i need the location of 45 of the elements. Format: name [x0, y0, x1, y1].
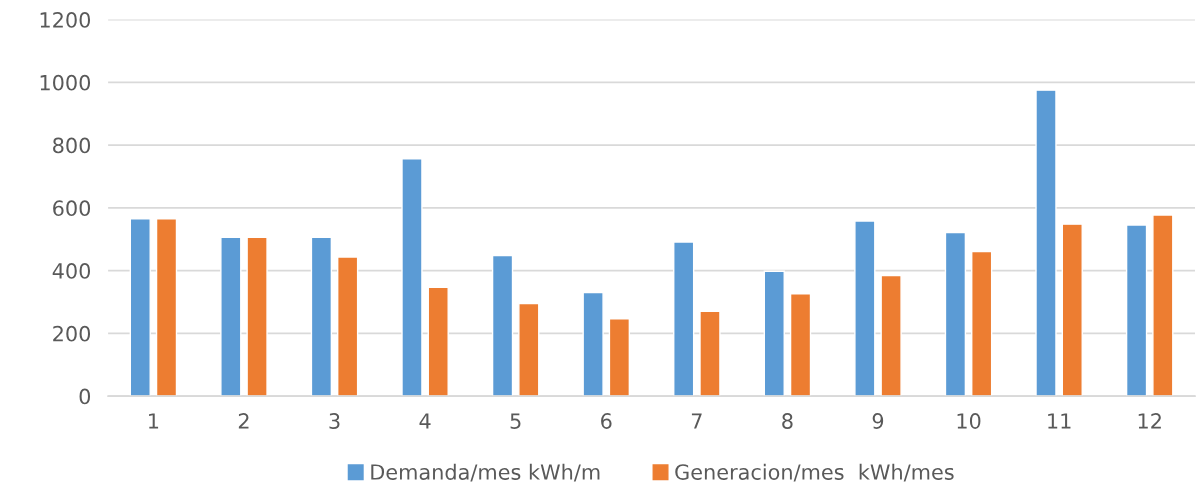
bar [880, 274, 902, 397]
bar [673, 241, 695, 397]
y-tick-label: 600 [53, 200, 91, 217]
bar [246, 236, 268, 397]
bar [310, 236, 333, 397]
bar [1152, 214, 1174, 397]
bar [427, 286, 449, 397]
y-tick-label: 1000 [40, 74, 91, 91]
bar [337, 256, 359, 397]
x-tick-label: 7 [691, 413, 702, 429]
y-tick-label: 1200 [40, 12, 91, 28]
x-tick-label: 3 [329, 413, 340, 429]
x-tick-label: 10 [957, 413, 981, 429]
bar [401, 158, 423, 397]
bar [608, 318, 631, 397]
bar [220, 236, 242, 397]
legend-label: Generacion/mes kWh/mes [675, 463, 954, 482]
bar [582, 291, 604, 397]
bar [518, 302, 540, 397]
bar [854, 220, 876, 397]
legend-label: Demanda/mes kWh/m [371, 463, 600, 482]
y-tick-label: 400 [52, 263, 91, 279]
bar [129, 218, 151, 397]
bar [491, 254, 514, 397]
y-tick-label: 800 [53, 137, 91, 154]
x-tick-label: 6 [601, 413, 612, 429]
y-tick-label: 0 [79, 388, 91, 405]
x-tick-label: 4 [419, 413, 431, 429]
y-tick-label: 200 [53, 325, 91, 342]
bar [155, 218, 178, 397]
x-tick-label: 9 [872, 413, 884, 429]
x-tick-label: 5 [510, 413, 521, 429]
x-tick-label: 2 [238, 413, 249, 429]
bar [789, 293, 812, 397]
bar [699, 310, 721, 397]
bar [1061, 223, 1083, 397]
bar [763, 270, 785, 397]
x-tick-label: 11 [1048, 413, 1071, 429]
bar [971, 250, 993, 397]
bar [1035, 89, 1057, 397]
x-tick-label: 12 [1138, 413, 1161, 429]
bar [944, 231, 967, 397]
bar [1125, 224, 1148, 397]
x-tick-label: 1 [149, 413, 159, 429]
x-tick-label: 8 [782, 413, 793, 429]
